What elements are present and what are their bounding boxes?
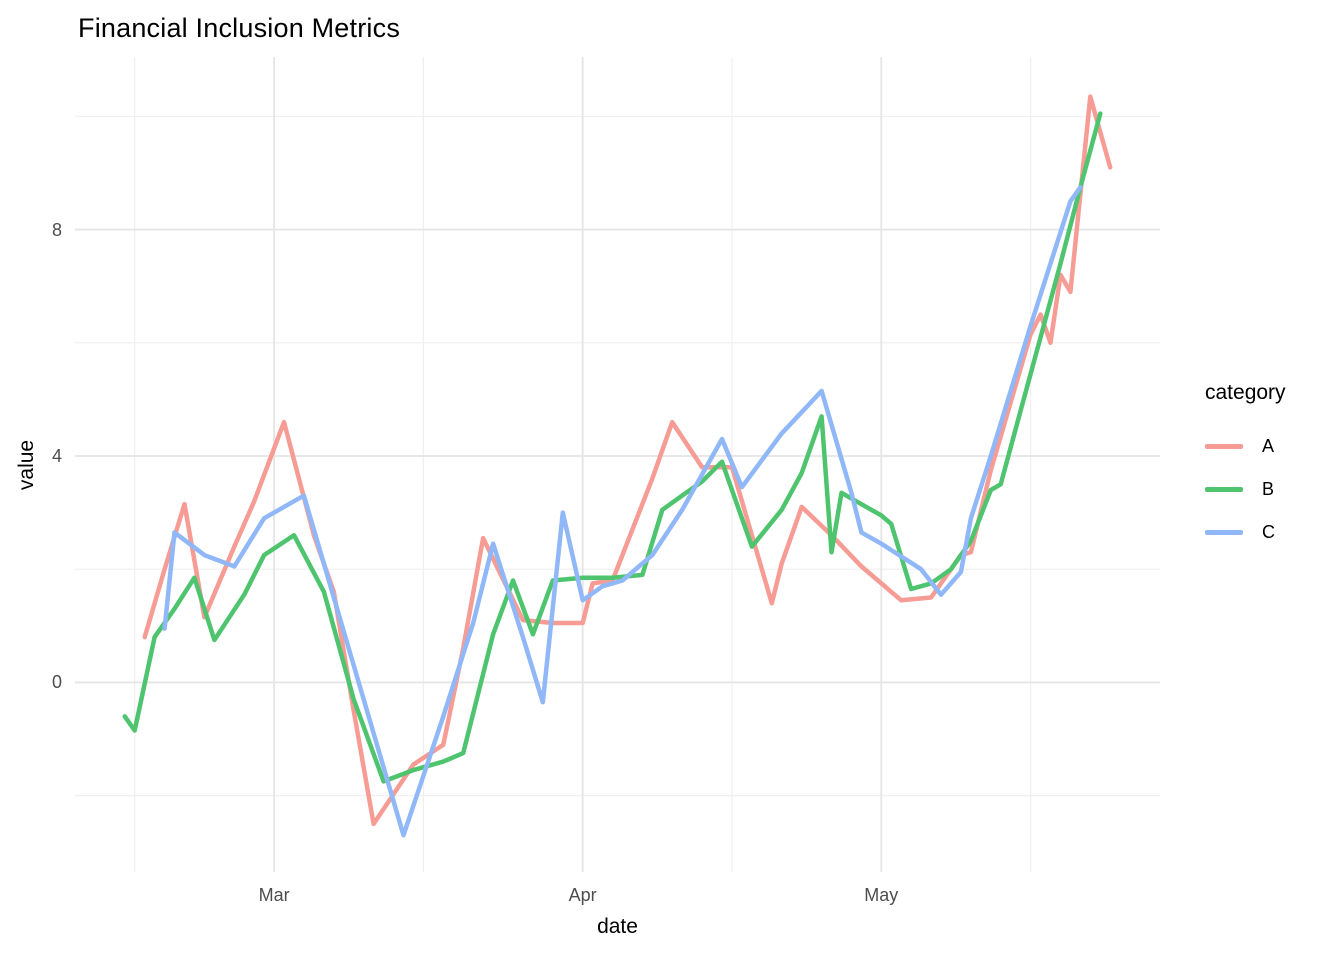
x-axis-title: date: [597, 915, 638, 938]
legend-item-C: C: [1205, 520, 1286, 544]
series-line-A: [142, 94, 1113, 827]
legend-label: A: [1262, 436, 1275, 456]
y-tick-label: 8: [51, 219, 62, 240]
legend-title: category: [1205, 381, 1286, 404]
x-tick-label: Apr: [568, 885, 597, 905]
chart-title: Financial Inclusion Metrics: [78, 13, 401, 43]
x-tick-label: May: [864, 885, 899, 905]
legend-key-icon: [1205, 443, 1243, 449]
legend-items: A B C: [1205, 434, 1286, 544]
legend: category A B C: [1205, 381, 1286, 563]
legend-item-B: B: [1205, 477, 1286, 501]
legend-label: B: [1262, 479, 1275, 499]
legend-key-icon: [1205, 486, 1243, 492]
x-tick-label: Mar: [258, 885, 290, 905]
legend-item-A: A: [1205, 434, 1286, 458]
legend-label: C: [1262, 522, 1275, 542]
legend-key-icon: [1205, 529, 1243, 535]
series-line-B: [122, 111, 1103, 784]
y-tick-label: 0: [51, 672, 62, 693]
y-tick-label: 4: [51, 446, 62, 466]
series-line-C: [162, 184, 1083, 838]
